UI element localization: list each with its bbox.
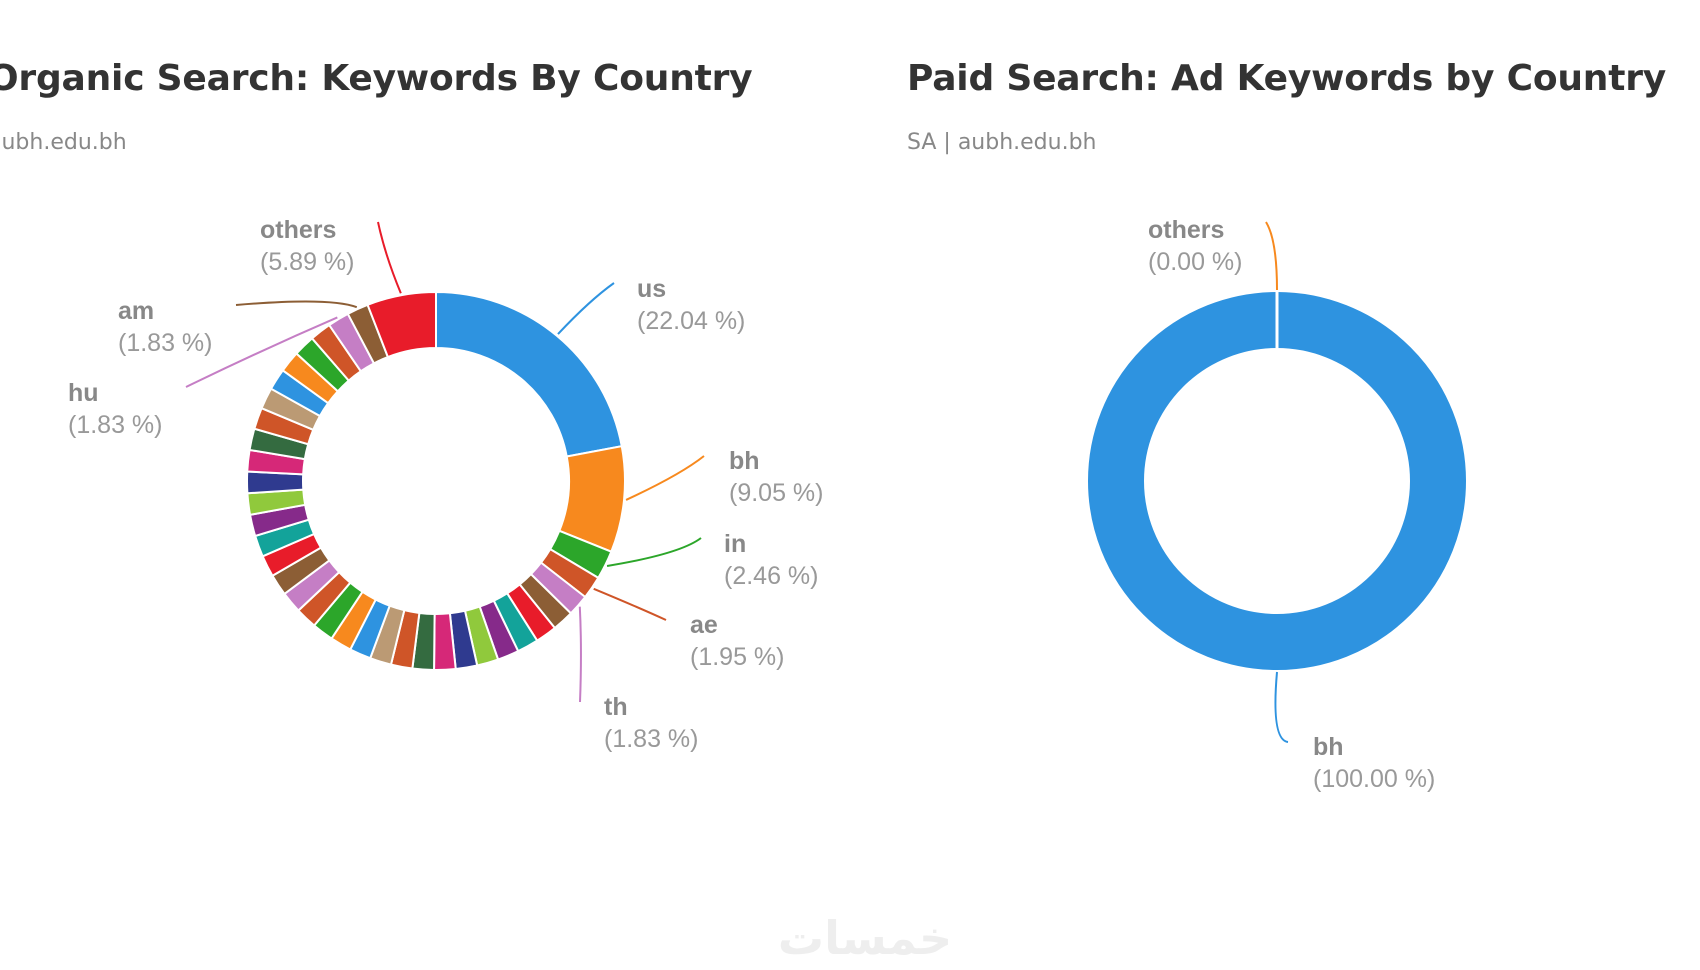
paid-label-bh: bh bbox=[1313, 733, 1344, 761]
organic-value-hu: (1.83 %) bbox=[68, 411, 162, 439]
organic-label-th: th bbox=[604, 693, 628, 721]
organic-label-us: us bbox=[637, 275, 666, 303]
khamsat-watermark-logo: خمسات bbox=[778, 911, 952, 965]
organic-connector-th bbox=[578, 606, 582, 703]
organic-label-ae: ae bbox=[690, 611, 718, 639]
organic-chart-title: Organic Search: Keywords By Country bbox=[0, 58, 753, 99]
paid-chart-title: Paid Search: Ad Keywords by Country bbox=[907, 58, 1667, 99]
organic-label-hu: hu bbox=[68, 379, 99, 407]
paid-connector-others bbox=[1265, 221, 1278, 291]
organic-connector-others bbox=[377, 221, 402, 294]
paid-search-panel: Paid Search: Ad Keywords by Country SA |… bbox=[880, 0, 1700, 970]
organic-connector-us bbox=[557, 282, 615, 335]
organic-connector-bh bbox=[625, 455, 705, 501]
paid-chart-subtitle: SA | aubh.edu.bh bbox=[907, 130, 1097, 155]
paid-value-others: (0.00 %) bbox=[1148, 248, 1242, 276]
organic-connector-ae bbox=[593, 587, 667, 621]
organic-label-others: others bbox=[260, 216, 336, 244]
organic-search-panel: Organic Search: Keywords By Country aubh… bbox=[0, 58, 823, 753]
organic-label-am: am bbox=[118, 297, 154, 325]
organic-value-in: (2.46 %) bbox=[724, 562, 818, 590]
paid-label-others: others bbox=[1148, 216, 1224, 244]
organic-value-am: (1.83 %) bbox=[118, 329, 212, 357]
organic-value-th: (1.83 %) bbox=[604, 725, 698, 753]
organic-slice-0-us bbox=[435, 290, 623, 458]
paid-value-bh: (100.00 %) bbox=[1313, 765, 1435, 793]
organic-label-bh: bh bbox=[729, 447, 760, 475]
organic-value-bh: (9.05 %) bbox=[729, 479, 823, 507]
organic-chart-subtitle: aubh.edu.bh bbox=[0, 130, 127, 155]
paid-donut-chart: bh (100.00 %) others (0.00 %) bbox=[1088, 216, 1466, 793]
organic-connector-hu bbox=[185, 316, 338, 388]
paid-connector-bh bbox=[1274, 671, 1289, 743]
organic-slice-36-others bbox=[366, 290, 437, 359]
organic-label-in: in bbox=[724, 530, 746, 558]
organic-connector-in bbox=[606, 537, 702, 567]
organic-donut-chart: us (22.04 %) bh (9.05 %) in (2.46 %)ae (1.95 %… bbox=[68, 216, 823, 753]
organic-value-ae: (1.95 %) bbox=[690, 643, 784, 671]
organic-value-others: (5.89 %) bbox=[260, 248, 354, 276]
svg-text:خمسات: خمسات bbox=[778, 911, 952, 965]
organic-value-us: (22.04 %) bbox=[637, 307, 745, 335]
paid-slice-0-bh bbox=[1088, 292, 1466, 670]
organic-connector-am bbox=[235, 300, 358, 309]
